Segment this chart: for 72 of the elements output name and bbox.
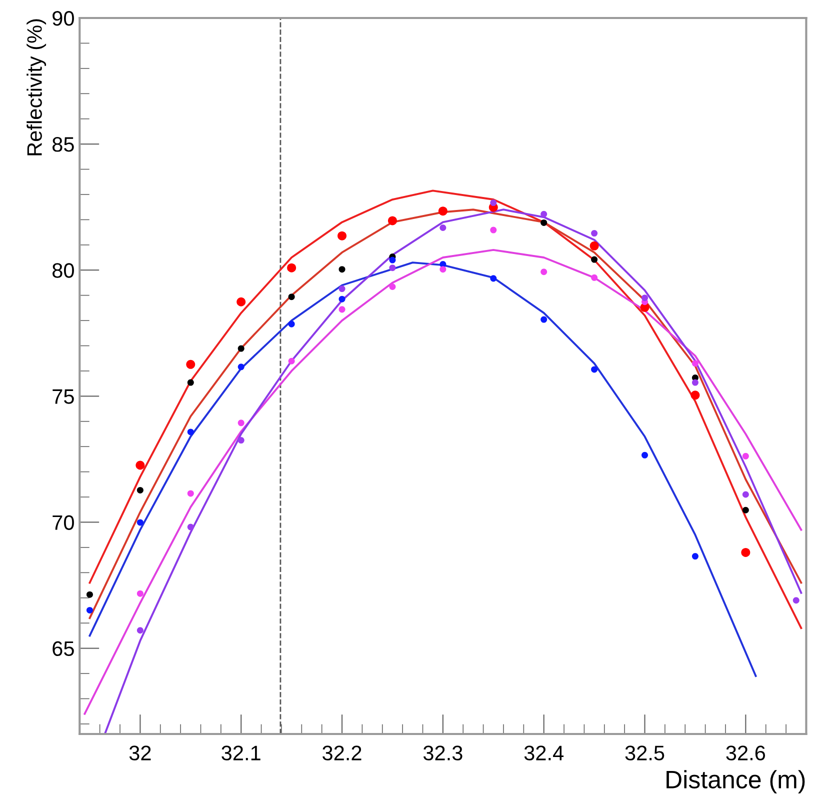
x-tick-label: 32.2: [322, 746, 362, 760]
x-tick-label: 32.4: [524, 746, 564, 760]
point: [187, 490, 194, 497]
point: [288, 294, 295, 300]
y-tick-label: 85: [52, 137, 74, 152]
y-tick-label: 70: [52, 515, 74, 530]
point: [136, 590, 144, 597]
y-tick-label: 90: [52, 11, 74, 26]
point: [591, 274, 598, 281]
point: [338, 266, 346, 273]
point: [187, 428, 194, 436]
point: [338, 231, 347, 240]
point: [389, 256, 396, 264]
point: [440, 266, 446, 273]
point: [136, 460, 145, 470]
point: [540, 268, 548, 276]
point: [591, 366, 598, 373]
point: [287, 263, 296, 272]
point: [742, 506, 749, 514]
point: [692, 553, 698, 560]
point: [86, 606, 93, 614]
point: [136, 627, 144, 634]
point: [338, 306, 346, 313]
point: [288, 320, 295, 328]
x-tick-label: 32.5: [625, 746, 664, 760]
point: [136, 486, 144, 494]
x-tick-label: 32.1: [222, 746, 260, 760]
point: [490, 226, 497, 234]
point: [388, 216, 397, 226]
x-tick-label: 32.6: [726, 746, 766, 760]
x-axis-title: Distance (m): [666, 770, 805, 794]
point: [642, 452, 648, 458]
point: [186, 360, 196, 369]
point: [389, 264, 396, 272]
point: [86, 591, 93, 598]
point: [692, 379, 698, 386]
point: [438, 206, 448, 216]
point: [288, 358, 295, 364]
point: [642, 294, 648, 302]
point: [238, 345, 244, 352]
point: [338, 286, 346, 292]
point: [792, 597, 800, 604]
point: [338, 296, 346, 302]
point: [490, 200, 497, 206]
point: [238, 420, 244, 426]
point: [742, 491, 749, 498]
point: [389, 283, 396, 290]
y-tick-label: 65: [52, 641, 74, 656]
point: [540, 219, 548, 226]
point: [238, 364, 244, 370]
point: [136, 519, 144, 526]
point: [591, 256, 598, 263]
point: [590, 241, 599, 250]
x-tick-label: 32.3: [423, 746, 462, 760]
point: [440, 224, 446, 232]
point: [187, 379, 194, 386]
line-series: [88, 262, 757, 677]
point: [540, 210, 548, 218]
point: [238, 437, 244, 444]
x-tick-label: 32: [129, 746, 151, 760]
point: [490, 275, 497, 282]
point: [236, 297, 246, 306]
y-tick-label: 75: [52, 389, 74, 404]
point: [741, 548, 750, 557]
y-tick-label: 80: [52, 263, 74, 278]
y-axis-title: Reflectivity (%): [26, 19, 46, 156]
point: [742, 452, 749, 460]
point: [187, 524, 194, 530]
point: [540, 316, 548, 323]
point: [591, 230, 598, 237]
point: [692, 360, 698, 367]
point: [690, 390, 700, 400]
